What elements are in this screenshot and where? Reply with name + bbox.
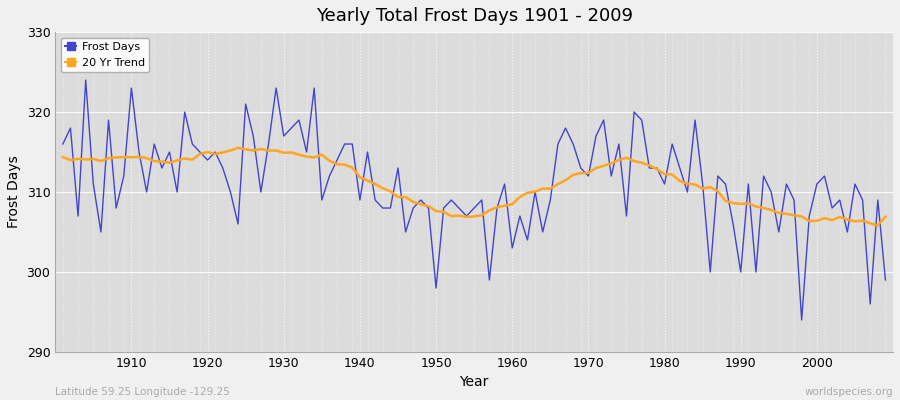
20 Yr Trend: [119, 155, 130, 160]
Frost Days: [796, 318, 807, 322]
20 Yr Trend: [58, 155, 68, 160]
Frost Days: [507, 246, 517, 250]
Frost Days: [515, 214, 526, 218]
Text: worldspecies.org: worldspecies.org: [805, 387, 893, 397]
Frost Days: [606, 174, 616, 178]
Frost Days: [339, 142, 350, 146]
Line: Frost Days: Frost Days: [63, 80, 886, 320]
Title: Yearly Total Frost Days 1901 - 2009: Yearly Total Frost Days 1901 - 2009: [316, 7, 633, 25]
20 Yr Trend: [606, 161, 616, 166]
Y-axis label: Frost Days: Frost Days: [7, 156, 21, 228]
20 Yr Trend: [293, 152, 304, 157]
Frost Days: [126, 86, 137, 90]
X-axis label: Year: Year: [460, 376, 489, 390]
20 Yr Trend: [880, 214, 891, 219]
20 Yr Trend: [232, 146, 243, 150]
Frost Days: [293, 118, 304, 122]
Frost Days: [80, 78, 91, 82]
Line: 20 Yr Trend: 20 Yr Trend: [63, 148, 886, 225]
20 Yr Trend: [872, 223, 883, 228]
20 Yr Trend: [339, 162, 350, 167]
Frost Days: [58, 142, 68, 146]
Frost Days: [880, 278, 891, 282]
20 Yr Trend: [507, 202, 517, 207]
Legend: Frost Days, 20 Yr Trend: Frost Days, 20 Yr Trend: [61, 38, 149, 72]
20 Yr Trend: [515, 194, 526, 199]
Text: Latitude 59.25 Longitude -129.25: Latitude 59.25 Longitude -129.25: [55, 387, 230, 397]
